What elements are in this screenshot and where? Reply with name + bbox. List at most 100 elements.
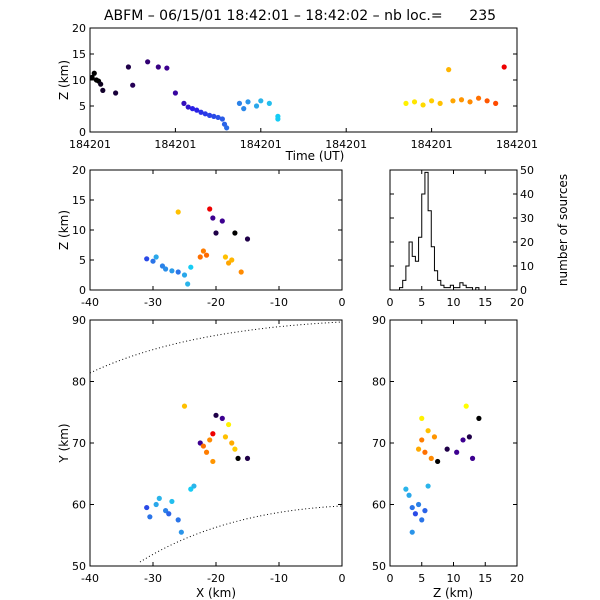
source-point: [425, 483, 431, 489]
source-point: [194, 107, 200, 113]
source-point: [420, 102, 426, 108]
source-point: [169, 268, 175, 274]
source-point: [226, 421, 232, 428]
source-point: [166, 511, 172, 517]
y-tick-label: 70: [72, 437, 86, 450]
y-tick-label: 50: [372, 560, 386, 573]
source-point: [178, 529, 184, 535]
source-point: [155, 64, 161, 70]
x-z-panel: Z (km) 0 5 10 15 20 -40 -30 -20 -10 0: [57, 164, 346, 309]
source-point: [415, 501, 422, 508]
x-tick-label: 10: [447, 572, 461, 585]
source-point: [145, 59, 151, 65]
source-point: [476, 415, 482, 421]
y-tick-label: 10: [520, 260, 534, 273]
source-point: [419, 415, 425, 421]
source-point: [181, 403, 188, 409]
x-tick-label: -30: [144, 572, 162, 585]
source-point: [245, 99, 251, 105]
y-tick-label: 20: [72, 164, 86, 177]
source-point: [163, 266, 169, 272]
source-point: [222, 434, 229, 440]
histogram-bar: [415, 261, 418, 290]
z-y-panel: Z (km) 50 60 70 80 90 0 5 10 15 20: [372, 314, 524, 600]
y-tick-label: 60: [72, 499, 86, 512]
histogram-ylabel: number of sources: [556, 174, 570, 286]
x-z-ylabel: Z (km): [57, 210, 71, 250]
figure-title: ABFM – 06/15/01 18:42:01 – 18:42:02 – nb…: [104, 8, 496, 24]
source-point: [153, 254, 159, 260]
range-ring-outer: [89, 321, 343, 374]
source-point: [113, 90, 119, 96]
x-tick-label: 20: [510, 296, 524, 309]
time-height-xlabel: Time (UT): [285, 149, 345, 163]
y-tick-label: 50: [72, 560, 86, 573]
y-tick-label: 90: [372, 314, 386, 327]
x-tick-label: -40: [81, 296, 99, 309]
y-tick-label: 80: [372, 376, 386, 389]
source-point: [91, 70, 97, 76]
source-point: [98, 81, 104, 87]
source-point: [450, 98, 456, 104]
y-tick-label: 50: [520, 164, 534, 177]
z-y-xlabel: Z (km): [433, 586, 473, 600]
source-point: [411, 99, 418, 105]
source-point: [446, 67, 452, 73]
source-point: [409, 504, 415, 511]
source-point: [224, 125, 230, 131]
source-point: [244, 455, 251, 461]
source-point: [437, 100, 443, 106]
x-tick-label: -10: [270, 296, 288, 309]
x-tick-label: 5: [418, 572, 425, 585]
x-z-frame: [89, 169, 343, 291]
source-point: [215, 114, 221, 121]
source-point: [232, 230, 238, 236]
source-point: [419, 517, 425, 523]
y-tick-label: 80: [72, 376, 86, 389]
x-tick-label: 20: [510, 572, 524, 585]
x-tick-label: 15: [478, 296, 492, 309]
source-point: [258, 98, 264, 104]
x-y-panel: X (km) Y (km) 50 60 70 80 90 -40 -30 -20 -10 0: [57, 314, 346, 600]
y-tick-label: 15: [72, 48, 86, 61]
x-tick-label: 184201: [154, 138, 196, 151]
time-height-panel: Time (UT) Z (km) 0 5 10 15 20 184201 184201 184…: [57, 22, 538, 163]
source-point: [475, 95, 482, 101]
y-tick-label: 0: [79, 126, 86, 139]
x-tick-label: -20: [207, 572, 225, 585]
histogram-frame: [389, 169, 518, 291]
y-tick-label: 90: [72, 314, 86, 327]
x-tick-label: 0: [339, 296, 346, 309]
range-ring-inner: [139, 505, 343, 563]
x-y-ylabel: Y (km): [57, 423, 71, 463]
source-point: [175, 269, 181, 275]
y-tick-label: 15: [72, 194, 86, 207]
y-tick-label: 20: [520, 236, 534, 249]
source-point: [244, 236, 251, 242]
source-point: [203, 449, 210, 455]
source-point: [403, 100, 409, 106]
source-point: [203, 252, 210, 258]
source-point: [156, 495, 162, 501]
x-tick-label: 184201: [325, 138, 367, 151]
x-tick-label: 5: [418, 296, 425, 309]
source-point: [406, 492, 412, 498]
source-point: [415, 446, 422, 452]
source-point: [219, 218, 225, 224]
x-tick-label: 184201: [69, 138, 111, 151]
source-point: [229, 257, 235, 263]
source-point: [125, 64, 132, 70]
y-tick-label: 60: [372, 499, 386, 512]
source-point: [266, 100, 272, 106]
y-tick-label: 30: [520, 212, 534, 225]
source-point: [419, 437, 425, 443]
source-point: [164, 65, 170, 71]
source-point: [181, 272, 188, 278]
source-point: [409, 529, 415, 535]
source-point: [222, 254, 229, 260]
x-tick-label: 0: [387, 572, 394, 585]
source-point: [188, 264, 194, 270]
source-point: [191, 483, 197, 489]
source-point: [207, 206, 213, 212]
